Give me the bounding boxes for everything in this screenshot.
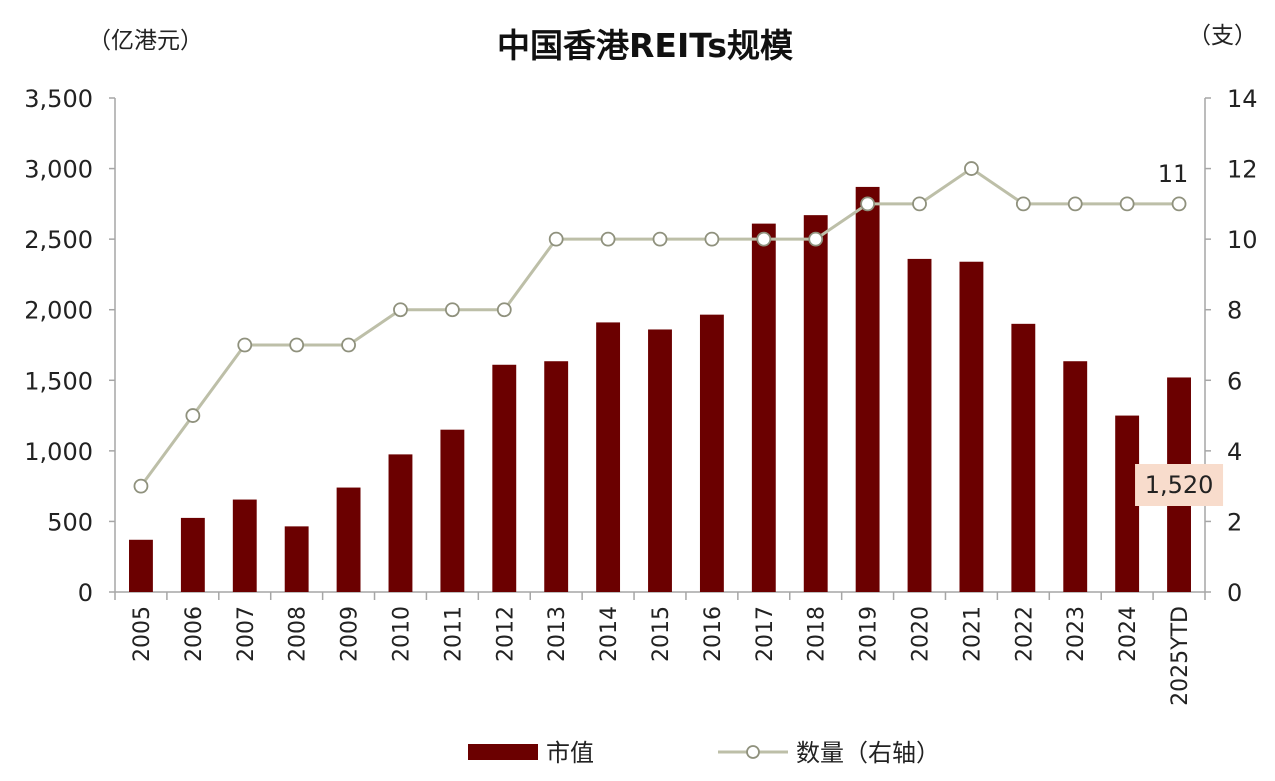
bar-market-value [1115, 415, 1140, 592]
bar-market-value [907, 258, 932, 592]
right-axis-tick-label: 10 [1227, 226, 1258, 254]
x-axis-tick-label: 2025YTD [1168, 606, 1193, 706]
bar-market-value [959, 261, 984, 592]
line-point-count [912, 196, 927, 212]
line-point-count [860, 196, 876, 212]
line-point-count [1015, 196, 1031, 212]
bar-market-value [544, 361, 569, 592]
line-point-count [444, 302, 460, 318]
left-axis-tick-label: 2,000 [24, 297, 93, 325]
x-axis-tick-label: 2020 [909, 606, 934, 662]
left-axis-tick-label: 1,000 [24, 438, 93, 466]
x-axis-tick-label: 2022 [1012, 606, 1037, 662]
right-axis-tick-label: 4 [1227, 438, 1242, 466]
bar-market-value [1063, 361, 1088, 592]
x-axis-tick-label: 2023 [1064, 606, 1089, 662]
data-label-market-value: 1,520 [1145, 471, 1214, 499]
x-axis-tick-label: 2006 [182, 606, 207, 662]
line-point-count [1067, 196, 1083, 212]
bar-market-value [129, 539, 153, 592]
left-axis-tick-label: 2,500 [24, 226, 93, 254]
bar-market-value [388, 454, 413, 592]
left-axis-tick-label: 1,500 [24, 367, 93, 395]
legend-label-market-value: 市值 [546, 739, 594, 767]
line-point-count [600, 231, 616, 247]
right-axis-tick-label: 0 [1227, 579, 1242, 607]
legend-swatch-market-value [468, 744, 538, 760]
bar-market-value [284, 526, 309, 592]
left-axis-tick-label: 3,500 [24, 85, 93, 113]
bar-market-value [803, 215, 828, 593]
line-point-count [1171, 196, 1187, 212]
line-point-count [704, 231, 720, 247]
bar-market-value [648, 329, 672, 592]
right-axis-tick-label: 14 [1227, 85, 1258, 113]
right-axis-tick-label: 8 [1227, 297, 1242, 325]
left-axis-tick-label: 0 [78, 579, 93, 607]
line-point-count [1119, 196, 1135, 212]
line-point-count [496, 302, 512, 318]
right-axis-tick-label: 2 [1227, 508, 1242, 536]
x-axis-tick-label: 2015 [649, 606, 674, 662]
bar-market-value [440, 429, 465, 592]
x-axis-tick-label: 2017 [753, 606, 778, 662]
bar-market-value [751, 223, 776, 593]
line-point-count [237, 337, 253, 353]
bar-market-value [596, 322, 621, 592]
left-axis-tick-label: 3,000 [24, 156, 93, 184]
x-axis-tick-label: 2010 [389, 606, 414, 662]
left-axis-unit: （亿港元） [88, 28, 203, 54]
bar-market-value [492, 364, 517, 592]
x-axis-tick-label: 2021 [960, 606, 985, 662]
bar-market-value [336, 487, 361, 592]
line-point-count [652, 231, 668, 247]
line-point-count [393, 302, 408, 318]
line-point-count [964, 161, 979, 176]
right-axis-tick-label: 12 [1227, 156, 1258, 184]
x-axis-tick-label: 2008 [286, 606, 311, 662]
x-axis-tick-label: 2007 [234, 606, 259, 662]
x-axis-tick-label: 2019 [857, 606, 882, 662]
x-axis-tick-label: 2018 [805, 606, 830, 662]
data-label-count: 11 [1158, 160, 1189, 188]
x-axis-tick-label: 2024 [1116, 606, 1141, 662]
line-point-count [133, 478, 149, 494]
line-point-count [289, 337, 305, 353]
legend-label-count: 数量（右轴） [796, 739, 940, 767]
bar-market-value [180, 517, 205, 592]
line-point-count [185, 408, 201, 423]
chart-title: 中国香港REITs规模 [497, 26, 794, 65]
bar-market-value [699, 314, 724, 592]
x-axis-tick-label: 2009 [338, 606, 363, 662]
legend-marker-count [746, 745, 760, 759]
x-axis-tick-label: 2012 [493, 606, 518, 662]
line-point-count [341, 337, 356, 353]
bar-market-value [232, 499, 257, 592]
x-axis-tick-label: 2014 [597, 606, 622, 662]
bar-market-value [1011, 323, 1036, 592]
x-axis-tick-label: 2013 [545, 606, 570, 662]
bar-market-value [855, 186, 880, 593]
data-label-box [1135, 464, 1224, 506]
x-axis-tick-label: 2005 [130, 606, 155, 662]
right-axis-unit: （支） [1188, 23, 1257, 49]
line-point-count [808, 231, 824, 247]
x-axis-tick-label: 2011 [441, 606, 466, 662]
line-point-count [756, 231, 772, 247]
left-axis-tick-label: 500 [47, 508, 93, 536]
right-axis-tick-label: 6 [1227, 367, 1242, 395]
x-axis-tick-label: 2016 [701, 606, 726, 662]
line-point-count [548, 231, 564, 247]
